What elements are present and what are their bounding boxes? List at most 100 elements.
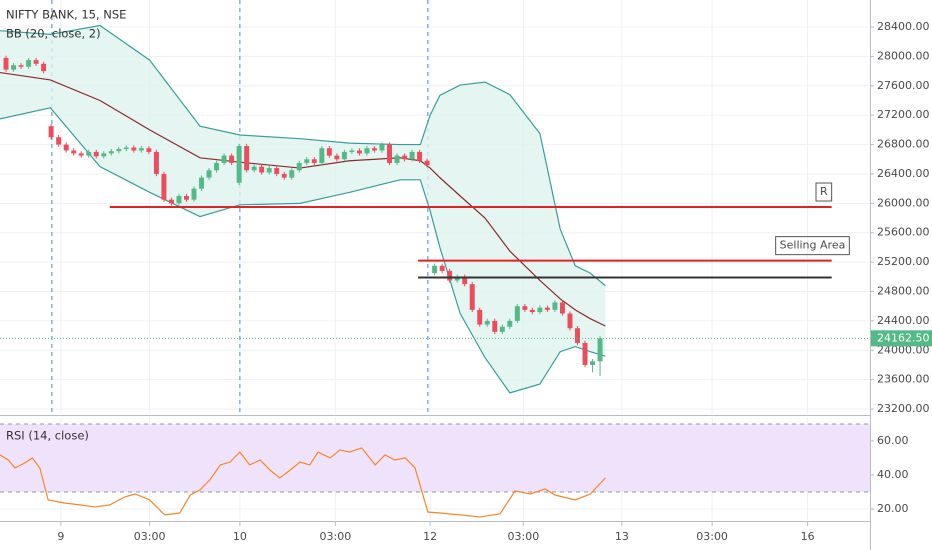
x-tick-label: 12 <box>423 530 437 543</box>
candle-body <box>41 63 47 72</box>
candle-body <box>319 148 325 163</box>
candle-body <box>101 153 107 157</box>
rsi-band <box>0 423 870 492</box>
candle-body <box>281 173 287 178</box>
candle-body <box>33 60 39 64</box>
x-tick-label: 03:00 <box>134 530 166 543</box>
x-tick-label: 03:00 <box>508 530 540 543</box>
y-tick-label: 28400.00 <box>877 20 930 33</box>
candle-body <box>439 265 445 271</box>
candle-body <box>522 306 528 310</box>
candle-body <box>409 151 415 160</box>
rsi-title: RSI (14, close) <box>6 429 89 443</box>
candle-body <box>274 168 280 174</box>
candle-body <box>86 151 92 156</box>
x-tick-label: 13 <box>615 530 629 543</box>
candle-body <box>214 162 220 171</box>
candle-body <box>447 270 453 281</box>
candle-body <box>236 146 242 183</box>
y-tick-label: 26400.00 <box>877 167 930 180</box>
candle-body <box>78 153 84 156</box>
y-tick-label: 20.00 <box>877 502 909 515</box>
line-label-box <box>815 182 833 202</box>
line-label-box <box>775 236 850 256</box>
line-label: Selling Area <box>780 239 846 252</box>
candle-body <box>123 147 129 149</box>
candle-body <box>161 173 167 200</box>
candle-body <box>567 313 573 329</box>
candle-body <box>266 168 272 173</box>
candle-body <box>349 150 355 152</box>
x-tick-label: 16 <box>801 530 815 543</box>
candle-body <box>244 146 250 171</box>
y-tick-label: 25600.00 <box>877 226 930 239</box>
candle-body <box>206 170 212 178</box>
candle-body <box>146 148 152 152</box>
candle-body <box>304 159 310 163</box>
candle-body <box>63 144 69 151</box>
x-tick-label: 9 <box>57 530 64 543</box>
x-tick-label: 03:00 <box>320 530 352 543</box>
y-tick-label: 25200.00 <box>877 255 930 268</box>
candle-body <box>71 150 77 154</box>
x-tick-label: 03:00 <box>696 530 728 543</box>
candle-body <box>176 195 182 204</box>
y-tick-label: 23200.00 <box>877 402 930 415</box>
candle-body <box>484 320 490 325</box>
candle-body <box>48 126 54 138</box>
candle-body <box>334 155 340 160</box>
candle-body <box>191 188 197 200</box>
candle-body <box>56 137 62 145</box>
candle-body <box>131 147 137 151</box>
symbol-title: NIFTY BANK, 15, NSE <box>6 8 126 22</box>
candle-body <box>184 195 189 200</box>
candle-body <box>424 160 430 166</box>
last-price-box <box>871 330 932 347</box>
candle-body <box>26 60 32 67</box>
candle-body <box>3 57 9 70</box>
y-tick-label: 24400.00 <box>877 314 930 327</box>
candle-body <box>492 320 498 332</box>
candle-body <box>590 361 596 365</box>
candle-body <box>387 144 392 163</box>
candle-body <box>311 159 317 163</box>
candle-body <box>289 170 295 178</box>
y-tick-label: 40.00 <box>877 468 909 481</box>
candle-body <box>199 177 205 189</box>
candle-body <box>454 276 460 281</box>
x-tick-label: 10 <box>233 530 247 543</box>
candle-body <box>153 151 159 174</box>
candle-body <box>93 151 99 157</box>
line-label: R <box>820 185 828 198</box>
plot: R Selling Area <box>0 0 870 518</box>
candle-body <box>402 155 408 160</box>
bb-upper <box>0 24 606 287</box>
candle-body <box>529 309 535 313</box>
band-fill <box>0 25 606 393</box>
candle-body <box>499 326 505 332</box>
indicator-title: BB (20, close, 2) <box>6 27 101 41</box>
candle-body <box>582 342 588 365</box>
candle-body <box>116 148 122 152</box>
candle-body <box>221 155 227 163</box>
candle-body <box>341 151 347 160</box>
candle-body <box>168 199 174 204</box>
candle-body <box>326 148 332 156</box>
y-tick-label: 28000.00 <box>877 49 930 62</box>
candle-body <box>356 150 362 154</box>
candle-body <box>371 148 377 151</box>
last-price-label: 24162.50 <box>877 331 930 344</box>
labels: 9 03:00 10 03:00 12 03:00 13 03:00 16 28400.00 280… <box>57 20 932 543</box>
candle-body <box>507 320 513 327</box>
candle-body <box>432 265 438 274</box>
candle-body <box>364 148 370 154</box>
candle-body <box>379 144 385 151</box>
y-tick-label: 26800.00 <box>877 138 930 151</box>
candle-body <box>462 276 468 285</box>
y-tick-label: 24000.00 <box>877 343 930 356</box>
candle-body <box>138 148 144 151</box>
y-tick-label: 60.00 <box>877 434 909 447</box>
candle-body <box>575 328 580 343</box>
candle-body <box>514 306 520 321</box>
